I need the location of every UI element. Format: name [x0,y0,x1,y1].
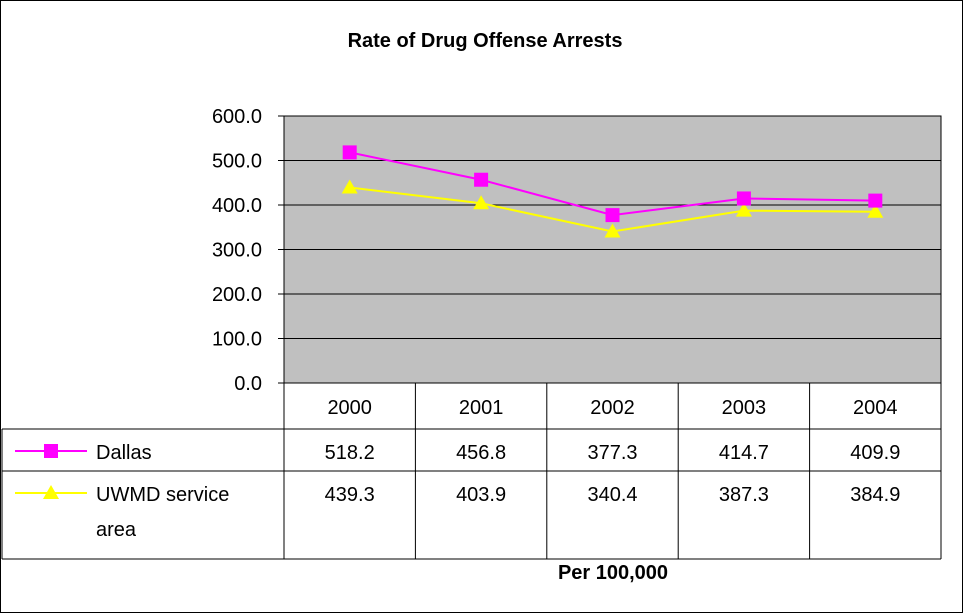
data-label: 409.9 [850,442,900,464]
data-point [605,208,620,223]
data-label: 456.8 [456,442,506,464]
legend-label: Dallas [96,442,152,464]
legend-label: UWMD service [96,484,229,506]
x-tick-label: 2002 [590,397,635,419]
data-label: 340.4 [587,484,637,506]
data-label: 387.3 [719,484,769,506]
legend-marker [43,485,59,499]
y-tick-label: 100.0 [212,329,262,351]
y-tick-label: 300.0 [212,240,262,262]
y-tick-label: 400.0 [212,195,262,217]
legend-label: area [96,519,137,541]
data-point [341,179,358,194]
y-tick-label: 200.0 [212,284,262,306]
data-point [735,202,752,217]
data-point [604,223,621,238]
data-point [867,203,884,218]
x-tick-label: 2001 [459,397,504,419]
data-point [736,191,751,206]
y-tick-label: 600.0 [212,106,262,128]
data-label: 384.9 [850,484,900,506]
data-point [474,172,489,187]
x-tick-label: 2003 [722,397,767,419]
x-tick-label: 2000 [327,397,372,419]
data-point [342,145,357,160]
y-tick-label: 500.0 [212,151,262,173]
legend-marker [44,444,58,458]
y-tick-label: 0.0 [234,373,262,395]
data-point [473,195,490,210]
x-tick-label: 2004 [853,397,898,419]
data-table: 2000 2001 2002 2003 2004 Dallas 518.2 456.8 377.… [1,382,942,560]
data-label: 439.3 [325,484,375,506]
data-label: 518.2 [325,442,375,464]
x-axis-label: Per 100,000 [558,562,668,584]
data-label: 414.7 [719,442,769,464]
y-axis-ticks: 600.0 500.0 400.0 300.0 200.0 100.0 0.0 [212,106,284,395]
data-label: 377.3 [587,442,637,464]
series-layer [341,145,884,238]
chart-title: Rate of Drug Offense Arrests [348,30,623,52]
data-point [868,193,883,208]
data-label: 403.9 [456,484,506,506]
